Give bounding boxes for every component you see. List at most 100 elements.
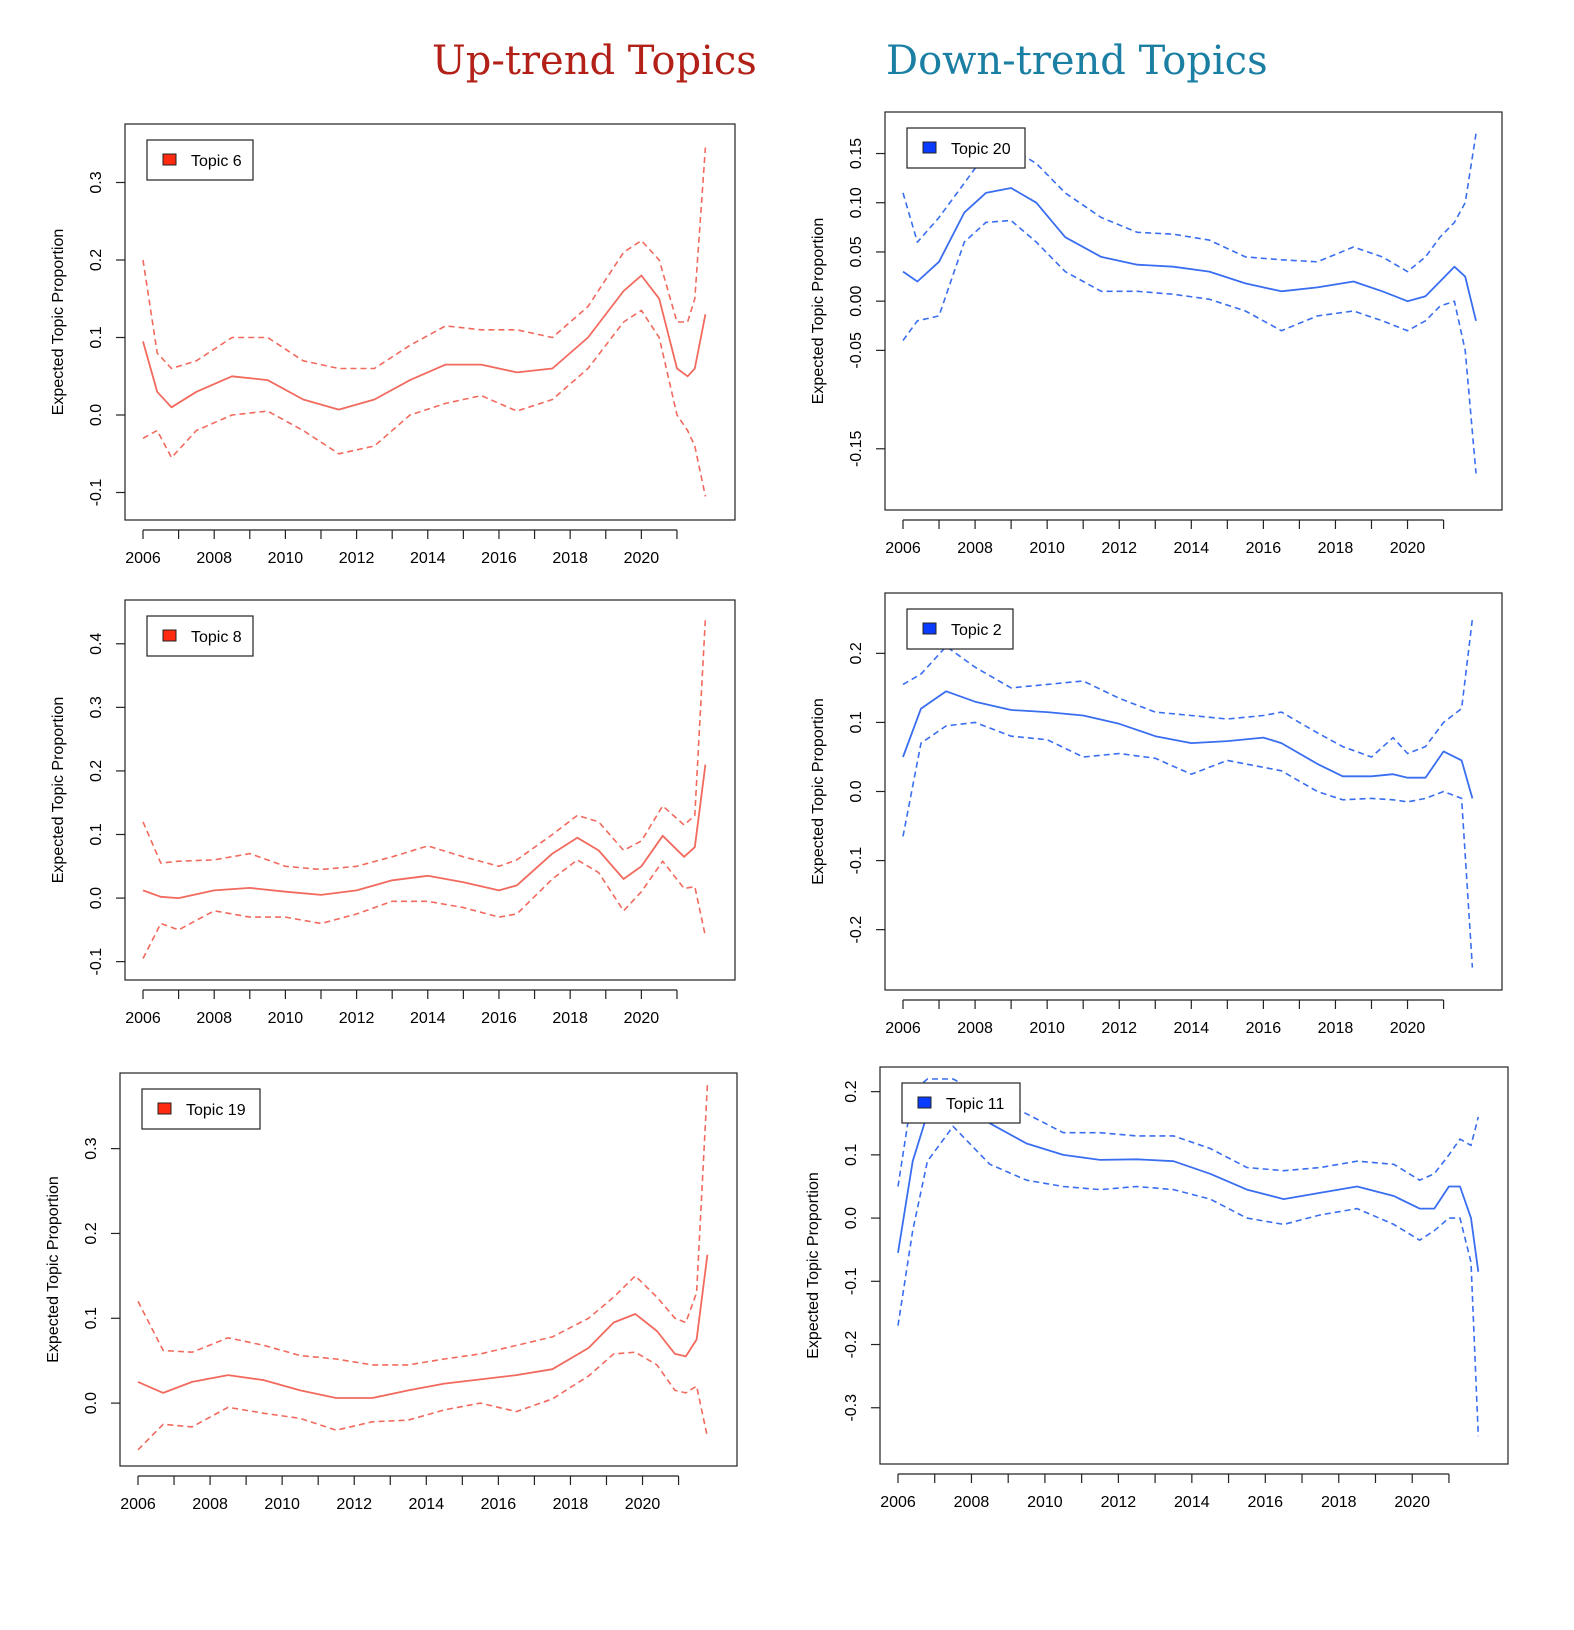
x-tick-label: 2020 — [1390, 1020, 1426, 1037]
upper-bound-line — [137, 1084, 709, 1366]
y-tick-label: 0.1 — [83, 1307, 100, 1329]
mean-line — [142, 764, 707, 899]
y-tick-label: -0.1 — [88, 479, 105, 507]
y-tick-label: 0.0 — [88, 404, 105, 426]
x-tick-label: 2006 — [880, 1494, 916, 1511]
y-tick-label: 0.2 — [843, 1080, 860, 1102]
lower-bound-line — [142, 859, 707, 959]
legend-label: Topic 6 — [191, 153, 242, 170]
y-tick-label: 0.2 — [88, 249, 105, 271]
x-tick-label: 2012 — [336, 1496, 372, 1513]
x-tick-label: 2016 — [481, 1010, 517, 1027]
x-tick-label: 2020 — [1390, 540, 1426, 557]
x-tick-label: 2014 — [409, 1496, 445, 1513]
y-tick-label: -0.1 — [843, 1267, 860, 1295]
mean-line — [902, 187, 1477, 322]
legend-swatch — [917, 1096, 932, 1109]
x-tick-label: 2020 — [625, 1496, 661, 1513]
x-tick-label: 2006 — [120, 1496, 156, 1513]
mean-line — [142, 274, 707, 411]
x-tick-label: 2016 — [1246, 1020, 1282, 1037]
x-tick-label: 2010 — [1029, 540, 1065, 557]
lower-bound-line — [902, 219, 1477, 474]
y-axis-label: Expected Topic Proportion — [805, 1172, 822, 1358]
x-tick-label: 2014 — [1174, 540, 1210, 557]
upper-bound-line — [902, 618, 1474, 758]
x-tick-label: 2012 — [1101, 1020, 1137, 1037]
topic-6-chart: -0.1 0.0 0.1 0.2 0.3 2006 2008 2010 2012 2014 2016… — [50, 123, 736, 567]
x-tick-label: 2014 — [1174, 1020, 1210, 1037]
y-tick-label: 0.3 — [88, 696, 105, 718]
mean-line — [897, 1097, 1480, 1272]
topic-20-chart: -0.15 -0.05 0.00 0.05 0.10 0.15 2006 2008 2010 20… — [810, 111, 1503, 557]
legend-label: Topic 11 — [946, 1096, 1005, 1113]
y-tick-label: 0.1 — [88, 326, 105, 348]
x-tick-label: 2012 — [1101, 1494, 1137, 1511]
x-tick-label: 2008 — [957, 540, 993, 557]
y-tick-label: -0.1 — [848, 847, 865, 875]
x-tick-label: 2016 — [1246, 540, 1282, 557]
x-tick-label: 2018 — [1318, 540, 1354, 557]
legend-swatch — [922, 622, 937, 635]
x-tick-label: 2014 — [410, 550, 446, 567]
upper-bound-line — [142, 147, 707, 370]
topic-2-chart: -0.2 -0.1 0.0 0.1 0.2 2006 2008 2010 2012 2014 201… — [810, 592, 1503, 1037]
x-tick-label: 2006 — [885, 540, 921, 557]
x-tick-label: 2016 — [1247, 1494, 1283, 1511]
y-tick-label: 0.0 — [848, 780, 865, 802]
lower-bound-line — [902, 721, 1474, 968]
mean-line — [902, 690, 1474, 799]
x-tick-label: 2016 — [481, 1496, 517, 1513]
x-tick-label: 2008 — [954, 1494, 990, 1511]
y-tick-label: 0.0 — [843, 1207, 860, 1229]
lower-bound-line — [142, 309, 707, 497]
y-tick-label: 0.05 — [848, 236, 865, 267]
x-tick-label: 2020 — [624, 550, 660, 567]
y-tick-label: -0.05 — [848, 332, 865, 369]
legend-label: Topic 20 — [951, 141, 1011, 158]
x-tick-label: 2014 — [410, 1010, 446, 1027]
x-tick-label: 2010 — [268, 1010, 304, 1027]
y-axis-label: Expected Topic Proportion — [50, 229, 67, 415]
plot-frame — [124, 123, 736, 521]
y-tick-label: 0.2 — [848, 642, 865, 664]
legend-swatch — [162, 153, 177, 166]
y-tick-label: 0.00 — [848, 285, 865, 316]
x-tick-label: 2020 — [1394, 1494, 1430, 1511]
x-tick-label: 2008 — [196, 550, 232, 567]
y-tick-label: 0.1 — [848, 711, 865, 733]
y-axis-label: Expected Topic Proportion — [810, 218, 827, 404]
legend-label: Topic 19 — [186, 1102, 246, 1119]
y-axis-label: Expected Topic Proportion — [50, 697, 67, 883]
x-tick-label: 2006 — [125, 550, 161, 567]
x-tick-label: 2018 — [1321, 1494, 1357, 1511]
y-tick-label: 0.15 — [848, 138, 865, 169]
y-tick-label: 0.2 — [83, 1222, 100, 1244]
y-tick-label: 0.1 — [88, 823, 105, 845]
y-tick-label: 0.0 — [88, 887, 105, 909]
plot-frame — [884, 111, 1503, 511]
x-tick-label: 2018 — [552, 550, 588, 567]
upper-bound-line — [142, 618, 707, 871]
y-tick-label: -0.3 — [843, 1394, 860, 1422]
legend-label: Topic 2 — [951, 622, 1002, 639]
plot-frame — [119, 1072, 738, 1467]
y-tick-label: 0.3 — [88, 171, 105, 193]
x-tick-label: 2006 — [885, 1020, 921, 1037]
x-tick-label: 2010 — [264, 1496, 300, 1513]
down-trend-heading: Down-trend Topics — [886, 38, 1268, 84]
x-tick-label: 2014 — [1174, 1494, 1210, 1511]
y-tick-label: 0.0 — [83, 1392, 100, 1414]
up-trend-heading: Up-trend Topics — [432, 38, 757, 84]
x-tick-label: 2016 — [481, 550, 517, 567]
plot-frame — [879, 1066, 1509, 1465]
y-tick-label: 0.1 — [843, 1144, 860, 1166]
lower-bound-line — [897, 1125, 1480, 1437]
x-tick-label: 2006 — [125, 1010, 161, 1027]
x-tick-label: 2008 — [196, 1010, 232, 1027]
legend-label: Topic 8 — [191, 629, 242, 646]
y-tick-label: -0.15 — [848, 430, 865, 467]
y-axis-label: Expected Topic Proportion — [45, 1176, 62, 1362]
plot-frame — [124, 599, 736, 981]
mean-line — [137, 1254, 709, 1399]
